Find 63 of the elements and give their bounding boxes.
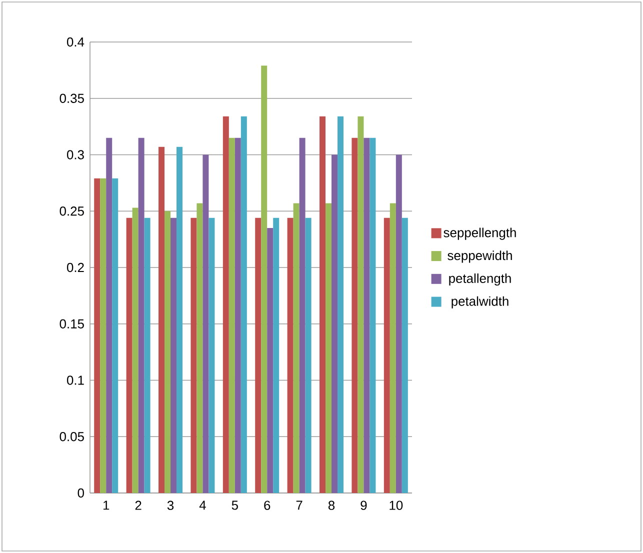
y-tick-label: 0.4 — [66, 37, 84, 47]
bar — [299, 138, 306, 493]
bar — [94, 178, 100, 493]
bar — [202, 154, 209, 493]
bar — [208, 218, 215, 493]
bar — [255, 218, 262, 493]
bar — [352, 138, 358, 493]
legend-label: seppellength — [444, 228, 516, 240]
bar — [228, 138, 235, 493]
bar — [402, 218, 408, 493]
x-tick-label: 10 — [390, 500, 403, 510]
bar — [132, 208, 138, 493]
x-tick-label: 5 — [232, 500, 238, 510]
bar — [320, 116, 326, 493]
x-tick-label: 6 — [264, 500, 270, 510]
bar — [338, 116, 344, 493]
bar — [384, 218, 390, 493]
y-tick-label: 0.3 — [66, 150, 84, 160]
y-tick-label: 0.2 — [66, 262, 84, 272]
bar — [332, 154, 338, 493]
legend-label: seppewidth — [448, 250, 512, 263]
bar — [164, 211, 171, 493]
bar — [100, 178, 106, 493]
bar — [358, 116, 364, 493]
bar — [390, 203, 396, 493]
bar — [240, 116, 247, 493]
y-tick-label: 0.05 — [60, 432, 84, 442]
bar — [190, 218, 197, 493]
bar — [273, 218, 280, 493]
x-tick-label: 9 — [360, 500, 367, 510]
bar — [196, 203, 203, 493]
bar — [396, 154, 402, 493]
bar — [261, 66, 268, 493]
bar — [305, 218, 312, 493]
x-tick-label: 3 — [167, 500, 174, 510]
bar — [170, 218, 177, 493]
bar — [106, 138, 112, 493]
x-tick-label: 8 — [328, 500, 335, 510]
y-tick-label: 0.1 — [66, 376, 84, 385]
bar — [126, 218, 132, 493]
bar — [370, 138, 376, 493]
bar — [326, 203, 332, 493]
y-tick-label: 0 — [78, 488, 84, 498]
y-tick-label: 0.15 — [60, 319, 84, 328]
bar — [293, 203, 300, 493]
y-tick-label: 0.35 — [60, 94, 84, 103]
bar — [222, 116, 229, 493]
bar — [176, 146, 183, 493]
bar — [364, 138, 370, 493]
y-tick-label: 0.25 — [60, 206, 84, 216]
bar — [267, 228, 274, 493]
x-tick-label: 4 — [199, 500, 206, 510]
bar — [234, 138, 241, 493]
bar — [112, 178, 118, 493]
bar — [158, 146, 165, 493]
x-tick-label: 1 — [103, 500, 110, 510]
legend-label: petallength — [449, 273, 511, 286]
legend-label: petalwidth — [452, 296, 508, 308]
x-tick-label: 2 — [135, 500, 142, 510]
bar — [144, 218, 150, 493]
bar — [287, 218, 294, 493]
x-tick-label: 7 — [296, 500, 302, 510]
bar — [138, 138, 144, 493]
